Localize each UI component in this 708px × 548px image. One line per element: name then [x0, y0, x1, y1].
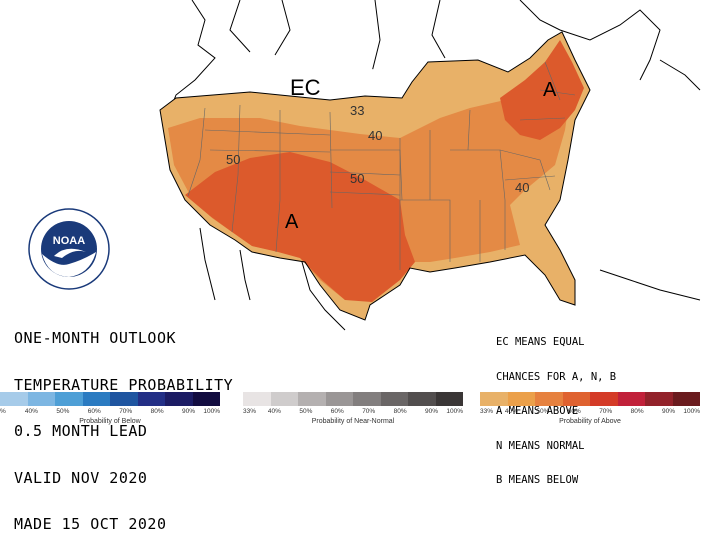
key-line-4: N MEANS NORMAL: [496, 439, 585, 452]
legend-normal-swatch: [435, 392, 463, 406]
map-label-50-west: 50: [226, 152, 240, 167]
key-line-5: B MEANS BELOW: [496, 474, 579, 486]
legend-above-swatch: [617, 392, 645, 406]
legend-above-ticks: 33% 40% 50% 60% 70% 80% 90% 100%: [480, 406, 700, 416]
legend-above-tick: 40%: [504, 408, 518, 415]
legend-below-swatch: [0, 392, 28, 406]
legend-below-tick: 90%: [182, 408, 196, 415]
legend-normal-tick: 100%: [446, 408, 463, 415]
legend-above-swatch: [672, 392, 700, 406]
title-line-5: MADE 15 OCT 2020: [14, 515, 167, 533]
state-lines: [187, 61, 576, 270]
legend-normal-swatch: [243, 392, 271, 406]
map-label-a-ne: A: [543, 79, 557, 101]
outlook-map: EC 33 40 50 50 40 A A: [159, 0, 701, 331]
title-line-1: ONE-MONTH OUTLOOK: [14, 329, 177, 347]
legend-below-ticks: % 40% 50% 60% 70% 80% 90% 100%: [0, 406, 220, 416]
legend-below-caption: Probability of Below: [79, 418, 141, 425]
title-line-4: VALID NOV 2020: [14, 468, 148, 487]
legend-above-tick: 60%: [567, 408, 581, 415]
legend-normal-swatch: [408, 392, 436, 406]
legend-below: % 40% 50% 60% 70% 80% 90% 100% Probability of B…: [0, 392, 220, 428]
legend-above-swatch: [535, 392, 563, 406]
key-line-3: A MEANS ABOVE: [496, 405, 579, 417]
legend-below-swatch: [137, 392, 165, 406]
neighbor-country-lines: [167, 0, 701, 331]
legend-below-swatch: [27, 392, 55, 406]
legend-below-tick: %: [0, 408, 6, 415]
legend-normal-tick: 50%: [299, 408, 313, 415]
map-label-40-se: 40: [515, 180, 529, 195]
legend-normal-swatch: [298, 392, 326, 406]
noaa-logo: NOAA: [28, 208, 110, 290]
legend-normal-tick: 90%: [425, 408, 439, 415]
legend-above-swatch: [562, 392, 590, 406]
legend-normal-tick: 60%: [330, 408, 344, 415]
legend-above-swatch: [480, 392, 508, 406]
legend-above: 33% 40% 50% 60% 70% 80% 90% 100% Probability of…: [480, 392, 700, 428]
legend-normal-tick: 70%: [362, 408, 376, 415]
legend-normal-swatch: [270, 392, 298, 406]
noaa-logo-text: NOAA: [53, 235, 85, 247]
legend-normal-ticks: 33% 40% 50% 60% 70% 80% 90% 100%: [243, 406, 463, 416]
map-label-a-sw: A: [285, 211, 299, 233]
legend-below-tick: 80%: [150, 408, 164, 415]
legend-above-bar: [480, 392, 700, 406]
legend-below-swatch: [55, 392, 83, 406]
us-outline: [159, 31, 591, 321]
legend-above-tick: 100%: [683, 408, 700, 415]
map-label-50-central: 50: [350, 171, 364, 186]
legend-normal-swatch: [353, 392, 381, 406]
legend-below-swatch: [110, 392, 138, 406]
legend-normal-swatch: [380, 392, 408, 406]
legend-above-swatch: [507, 392, 535, 406]
legend-above-tick: 90%: [662, 408, 676, 415]
legend-above-tick: 80%: [630, 408, 644, 415]
legend-below-bar: [0, 392, 220, 406]
legend-normal-caption: Probability of Near-Normal: [311, 418, 395, 425]
legend-below-swatch: [82, 392, 110, 406]
region-above-50-60-sw: [185, 152, 415, 302]
legend-above-caption: Probability of Above: [559, 418, 621, 425]
legend-normal-tick: 33%: [243, 408, 257, 415]
legend-below-swatch: [192, 392, 220, 406]
map-label-40-north: 40: [368, 128, 382, 143]
key-line-1: EC MEANS EQUAL: [496, 336, 585, 348]
legend-above-swatch: [590, 392, 618, 406]
title-line-2: TEMPERATURE PROBABILITY: [14, 375, 234, 394]
legend-above-tick: 70%: [599, 408, 613, 415]
region-ec: [250, 55, 412, 100]
legend-above-swatch: [645, 392, 673, 406]
legend-below-tick: 70%: [119, 408, 133, 415]
legend-normal: 33% 40% 50% 60% 70% 80% 90% 100% Probability of…: [243, 392, 463, 428]
legend-above-tick: 50%: [536, 408, 550, 415]
legend-below-tick: 40%: [24, 408, 38, 415]
legend-below-tick: 60%: [87, 408, 101, 415]
legend-below-swatch: [165, 392, 193, 406]
map-label-ec: EC: [290, 75, 321, 100]
legend-normal-swatch: [325, 392, 353, 406]
legend-normal-bar: [243, 392, 463, 406]
legend-below-tick: 50%: [56, 408, 70, 415]
legend-below-tick: 100%: [203, 408, 220, 415]
legend-normal-tick: 40%: [267, 408, 281, 415]
key-line-2: CHANCES FOR A, N, B: [496, 370, 617, 383]
map-label-33: 33: [350, 103, 364, 118]
legend-normal-tick: 80%: [393, 408, 407, 415]
legend-above-tick: 33%: [480, 408, 494, 415]
